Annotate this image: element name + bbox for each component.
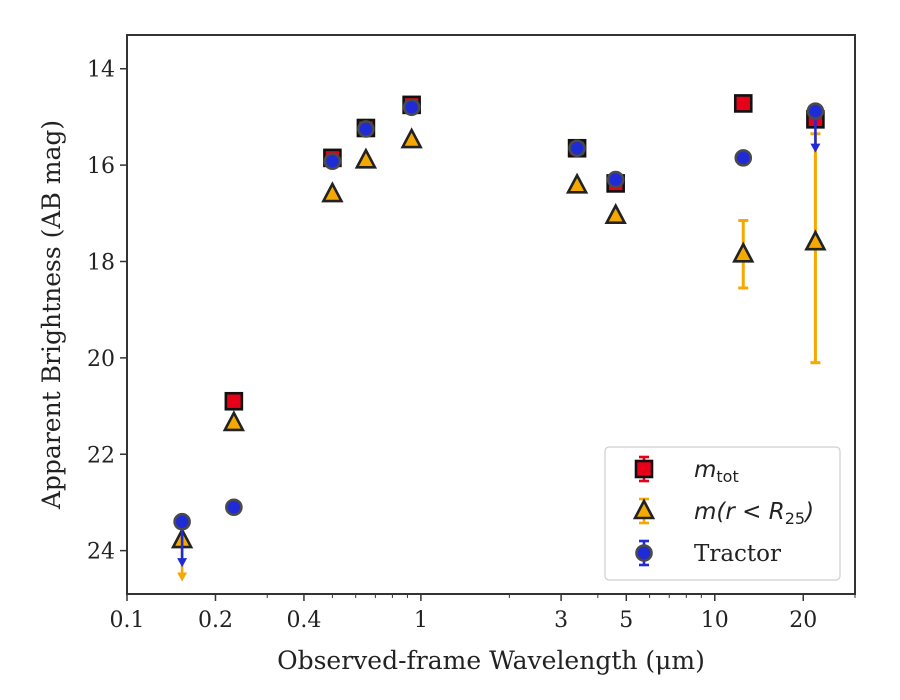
- x-tick-label: 0.1: [110, 608, 145, 633]
- y-tick-label: 18: [87, 250, 115, 275]
- x-tick-label: 20: [789, 608, 817, 633]
- tractor-marker: [357, 120, 375, 138]
- tractor-marker: [806, 102, 825, 120]
- mr25-marker: [732, 241, 755, 263]
- tractor-marker: [606, 170, 625, 189]
- x-tick-label: 0.4: [286, 608, 321, 633]
- plot-frame: [126, 34, 856, 595]
- y-axis-label: Apparent Brightness (AB mag): [37, 120, 66, 510]
- x-tick-label: 5: [619, 608, 633, 633]
- mr25-marker: [222, 410, 246, 432]
- x-axis-ticks: 0.1 0.2 0.4 1 3 5 10 20: [110, 594, 856, 633]
- y-tick-label: 22: [87, 443, 115, 468]
- tractor-marker: [323, 152, 342, 171]
- legend-square-marker: [634, 459, 654, 479]
- mr25-marker: [400, 127, 423, 149]
- x-axis-label: Observed-frame Wavelength (μm): [277, 646, 705, 675]
- mtot-marker: [224, 391, 244, 411]
- mr25-marker: [804, 229, 827, 251]
- legend-circle-marker: [635, 544, 653, 562]
- legend-label: Tractor: [694, 541, 781, 567]
- series-square: [224, 94, 825, 411]
- x-tick-label: 0.2: [198, 608, 233, 633]
- y-tick-label: 20: [87, 347, 115, 372]
- tractor-marker: [225, 498, 243, 517]
- legend-label: m(r < R25): [694, 499, 814, 528]
- legend-box: [604, 446, 841, 581]
- tractor-marker: [568, 139, 586, 158]
- series-circle: [173, 98, 825, 568]
- legend-label: mtot: [694, 457, 739, 486]
- plot-marks: [170, 94, 827, 582]
- mtot-marker: [733, 94, 753, 113]
- upper-limit-arrowhead: [810, 143, 821, 153]
- y-tick-label: 24: [87, 540, 115, 565]
- y-tick-label: 14: [87, 58, 115, 83]
- tractor-marker: [173, 512, 191, 531]
- x-tick-label: 1: [414, 608, 428, 633]
- upper-limit-arrowhead: [177, 572, 188, 582]
- mr25-marker: [604, 202, 627, 225]
- y-tick-label: 16: [87, 154, 115, 179]
- x-tick-label: 10: [701, 608, 729, 633]
- mr25-marker: [321, 181, 344, 203]
- upper-limit-arrowhead: [177, 558, 188, 568]
- legend: mtot m(r < R25) Tractor: [604, 446, 841, 581]
- tractor-marker: [402, 98, 421, 117]
- y-axis-ticks: 14 16 18 20 22 24: [87, 58, 127, 565]
- tractor-marker: [734, 149, 753, 167]
- x-tick-label: 3: [554, 608, 568, 633]
- legend-triangle-marker: [632, 498, 656, 520]
- mr25-marker: [354, 147, 378, 169]
- mr25-marker: [565, 172, 589, 194]
